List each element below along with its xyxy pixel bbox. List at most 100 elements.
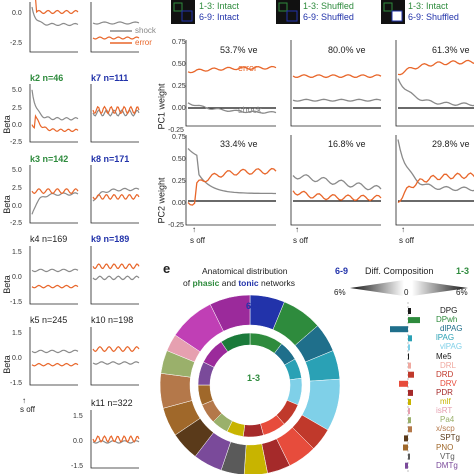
scale-left: 6% bbox=[334, 288, 346, 297]
cond1-line1: 1-3: Intact bbox=[199, 1, 240, 11]
outer-ring-segment bbox=[209, 294, 251, 332]
ytick: -1.5 bbox=[71, 463, 84, 470]
ytick: 0.75 bbox=[172, 39, 186, 46]
beta-ylabel-1: Beta bbox=[1, 115, 12, 134]
beta-panel-axes-9 bbox=[90, 327, 139, 386]
condition-icon-bg bbox=[276, 0, 300, 24]
legend-error: error bbox=[135, 38, 152, 47]
region-label-DPwh: DPwh bbox=[436, 315, 458, 325]
diff-bar-DPwh bbox=[408, 317, 420, 324]
ytick: 0.0 bbox=[12, 203, 22, 210]
panel-letter-e: e bbox=[163, 261, 171, 276]
legend-shock: shock bbox=[135, 26, 156, 35]
ytick: 0.0 bbox=[73, 438, 83, 445]
pc-s-off-label-1: s off bbox=[190, 236, 205, 245]
diff-bar-PNO bbox=[403, 444, 408, 451]
phasic-icon bbox=[173, 2, 183, 12]
ytick: -1.5 bbox=[10, 380, 23, 387]
pc1-ve-3: 61.3% ve bbox=[432, 45, 470, 55]
error-series-line bbox=[92, 435, 140, 443]
phasic-icon bbox=[383, 2, 393, 12]
pc2-axes-2 bbox=[395, 135, 474, 226]
cond3-line2: 6-9: Shuffled bbox=[408, 12, 459, 22]
diff-bar-PDR bbox=[408, 389, 413, 396]
ytick: 1.5 bbox=[73, 413, 83, 420]
ytick: 0.00 bbox=[172, 105, 186, 112]
beta-panel-axes-10 bbox=[90, 410, 139, 469]
shock-series-line bbox=[92, 361, 140, 365]
beta-panel-axes-4 bbox=[29, 165, 78, 224]
pc1-ve-1: 53.7% ve bbox=[220, 45, 258, 55]
pc2-shock-line bbox=[397, 139, 474, 192]
beta-panel-axes-8 bbox=[29, 327, 78, 386]
pc2-ve-3: 29.8% ve bbox=[432, 139, 470, 149]
shock-series-line bbox=[31, 349, 79, 354]
cond3-line1: 1-3: Intact bbox=[408, 1, 449, 11]
diff-bar-isRT bbox=[408, 408, 410, 415]
pc1-axes-2 bbox=[395, 40, 474, 127]
error-series-line bbox=[92, 105, 140, 115]
error-series-line bbox=[92, 36, 140, 40]
beta-panel-axes-2 bbox=[29, 84, 78, 143]
diff-bar-Pa4 bbox=[408, 417, 411, 424]
shock-series-line bbox=[31, 6, 79, 27]
pc2-ylabel: PC2 weight bbox=[156, 177, 167, 224]
cond2-line2: 6-9: Shuffled bbox=[303, 12, 354, 22]
ytick: 0.00 bbox=[172, 200, 186, 207]
region-label-vlPAG: vlPAG bbox=[440, 342, 463, 352]
k10-label: k10 n=198 bbox=[91, 315, 134, 325]
pc1-axes-0 bbox=[185, 40, 276, 127]
pc2-error-line bbox=[397, 172, 474, 204]
shock-series-line bbox=[92, 21, 140, 25]
scale-left-wedge bbox=[350, 280, 404, 296]
diff-bar-DRV bbox=[399, 380, 408, 387]
pc2-error-line bbox=[292, 190, 382, 202]
error-series-line bbox=[92, 345, 140, 353]
pc1-error-line bbox=[292, 74, 382, 79]
panel-e-title-2: of phasic and tonic networks bbox=[183, 278, 296, 288]
condition-icon-bg bbox=[171, 0, 195, 24]
pc1-axes-1 bbox=[290, 40, 381, 127]
diff-bar-lPAG bbox=[408, 335, 412, 342]
pc-s-off-label-2: s off bbox=[293, 236, 308, 245]
pc-error-label: error bbox=[238, 63, 258, 73]
inner-ring-segment bbox=[242, 423, 264, 438]
region-label-dlPAG: dlPAG bbox=[440, 324, 463, 334]
ytick: 0.50 bbox=[172, 156, 186, 163]
diff-bar-DRD bbox=[408, 371, 414, 378]
ytick: 1.5 bbox=[12, 330, 22, 337]
ytick: -2.5 bbox=[10, 220, 23, 227]
diff-bar-VTg bbox=[408, 453, 410, 460]
k5-label: k5 n=245 bbox=[30, 315, 68, 325]
diff-bar-DRL bbox=[408, 362, 411, 369]
pc1-error-line bbox=[187, 65, 277, 74]
region-label-DRD: DRD bbox=[436, 369, 454, 379]
pc-s-off-label-3: s off bbox=[399, 236, 414, 245]
pc-s-off-arrow-icon: ↑ bbox=[295, 225, 299, 234]
inner-ring-label: 1-3 bbox=[247, 373, 261, 383]
k4-label: k4 n=169 bbox=[30, 234, 68, 244]
region-label-PNO: PNO bbox=[436, 442, 454, 452]
region-label-VTg: VTg bbox=[440, 451, 455, 461]
scale-right: 6% bbox=[456, 288, 468, 297]
ytick: 0.0 bbox=[12, 122, 22, 129]
error-series-line bbox=[31, 114, 79, 133]
beta-ylabel-4: Beta bbox=[1, 355, 12, 374]
region-label-DPG: DPG bbox=[440, 306, 458, 315]
ytick: 0.25 bbox=[172, 83, 186, 90]
ytick: 2.5 bbox=[12, 185, 22, 192]
error-series-line bbox=[35, 0, 79, 15]
shock-series-line bbox=[31, 192, 79, 215]
k7-label: k7 n=111 bbox=[91, 73, 129, 83]
ytick: 0.50 bbox=[172, 61, 186, 68]
diff-bar-Me5 bbox=[408, 353, 409, 360]
k9-label: k9 n=189 bbox=[91, 234, 130, 244]
diff-bar-mlf bbox=[408, 399, 411, 405]
tonic-icon bbox=[391, 10, 403, 22]
pc1-shock-line bbox=[187, 102, 277, 114]
region-label-lPAG: lPAG bbox=[436, 333, 455, 343]
ytick: 0.0 bbox=[12, 274, 22, 281]
ytick: -0.25 bbox=[168, 222, 184, 229]
beta-ylabel-2: Beta bbox=[1, 195, 12, 214]
